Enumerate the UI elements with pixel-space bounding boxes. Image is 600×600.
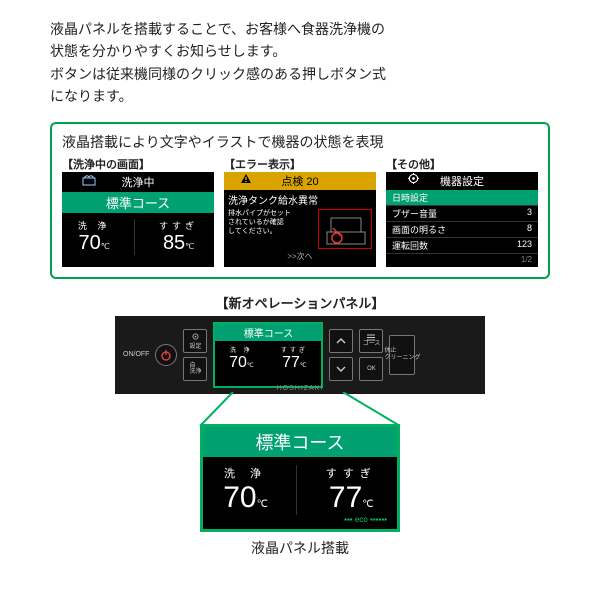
pause-clean-button[interactable]: 休止 クリーニング xyxy=(389,335,415,375)
col-error: 【エラー表示】 点検 20 洗浄タンク給水異常 排水パイプがセット されているか… xyxy=(224,156,376,267)
zoom-caption: 液晶パネル搭載 xyxy=(50,538,550,558)
ok-button[interactable]: OK xyxy=(359,357,383,381)
feature-box: 液晶搭載により文字やイラストで機器の状態を表現 【洗浄中の画面】 洗浄中 標準コ… xyxy=(50,122,550,279)
brand-label: HOSHIZAKI xyxy=(115,385,485,392)
gear-icon xyxy=(408,173,419,184)
setting-button[interactable]: 設定 xyxy=(183,329,207,353)
col-settings: 【その他】 機器設定 日時設定 ブザー音量3 画面の明るさ8 運転回数123 1… xyxy=(386,156,538,267)
washing-icon xyxy=(82,174,96,186)
warning-icon xyxy=(240,173,252,185)
lcd-error: 点検 20 洗浄タンク給水異常 排水パイプがセット されているか確認 してくださ… xyxy=(224,172,376,267)
settings-row: 運転回数123 xyxy=(386,238,538,254)
zoom-lcd-frame: 標準コース 洗 浄 70℃ すすぎ 77℃ ▪▪▪ eco ▪▪▪▪▪▪ xyxy=(200,424,400,532)
lcd-washing: 洗浄中 標準コース 洗 浄 70℃ すすぎ 85℃ xyxy=(62,172,214,267)
panel-lcd: 標準コース 洗 浄 70℃ すすぎ 77℃ xyxy=(215,324,321,386)
new-op-label: 【新オペレーションパネル】 xyxy=(50,293,550,312)
lcd-settings: 機器設定 日時設定 ブザー音量3 画面の明るさ8 運転回数123 1/2 xyxy=(386,172,538,267)
up-button[interactable] xyxy=(329,329,353,353)
chevron-down-icon xyxy=(336,365,346,373)
power-button[interactable] xyxy=(155,344,177,366)
settings-row: 日時設定 xyxy=(386,190,538,206)
settings-row: 画面の明るさ8 xyxy=(386,222,538,238)
operation-panel: ON/OFF 設定 自 洗浄 標準コース 洗 浄 70℃ すすぎ 77℃ xyxy=(115,316,485,394)
onoff-label: ON/OFF xyxy=(123,351,149,358)
down-button[interactable] xyxy=(329,357,353,381)
settings-row: ブザー音量3 xyxy=(386,206,538,222)
course-button[interactable]: コース xyxy=(359,329,383,353)
power-icon xyxy=(160,349,172,361)
zoom-lcd: 標準コース 洗 浄 70℃ すすぎ 77℃ ▪▪▪ eco ▪▪▪▪▪▪ xyxy=(203,427,397,529)
panel-lcd-frame: 標準コース 洗 浄 70℃ すすぎ 77℃ xyxy=(213,322,323,388)
menu-icon xyxy=(366,334,376,341)
zoom-lines xyxy=(115,394,485,424)
box-title: 液晶搭載により文字やイラストで機器の状態を表現 xyxy=(62,132,538,152)
eco-indicator: ▪▪▪ eco ▪▪▪▪▪▪ xyxy=(203,515,397,524)
gear-icon xyxy=(191,332,200,341)
col-washing: 【洗浄中の画面】 洗浄中 標準コース 洗 浄 70℃ すすぎ 85℃ xyxy=(62,156,214,267)
intro-text: 液晶パネルを搭載することで、お客様へ食器洗浄機の 状態を分かりやすくお知らせしま… xyxy=(50,18,550,108)
self-clean-button[interactable]: 自 洗浄 xyxy=(183,357,207,381)
error-diagram xyxy=(318,209,372,249)
chevron-up-icon xyxy=(336,337,346,345)
